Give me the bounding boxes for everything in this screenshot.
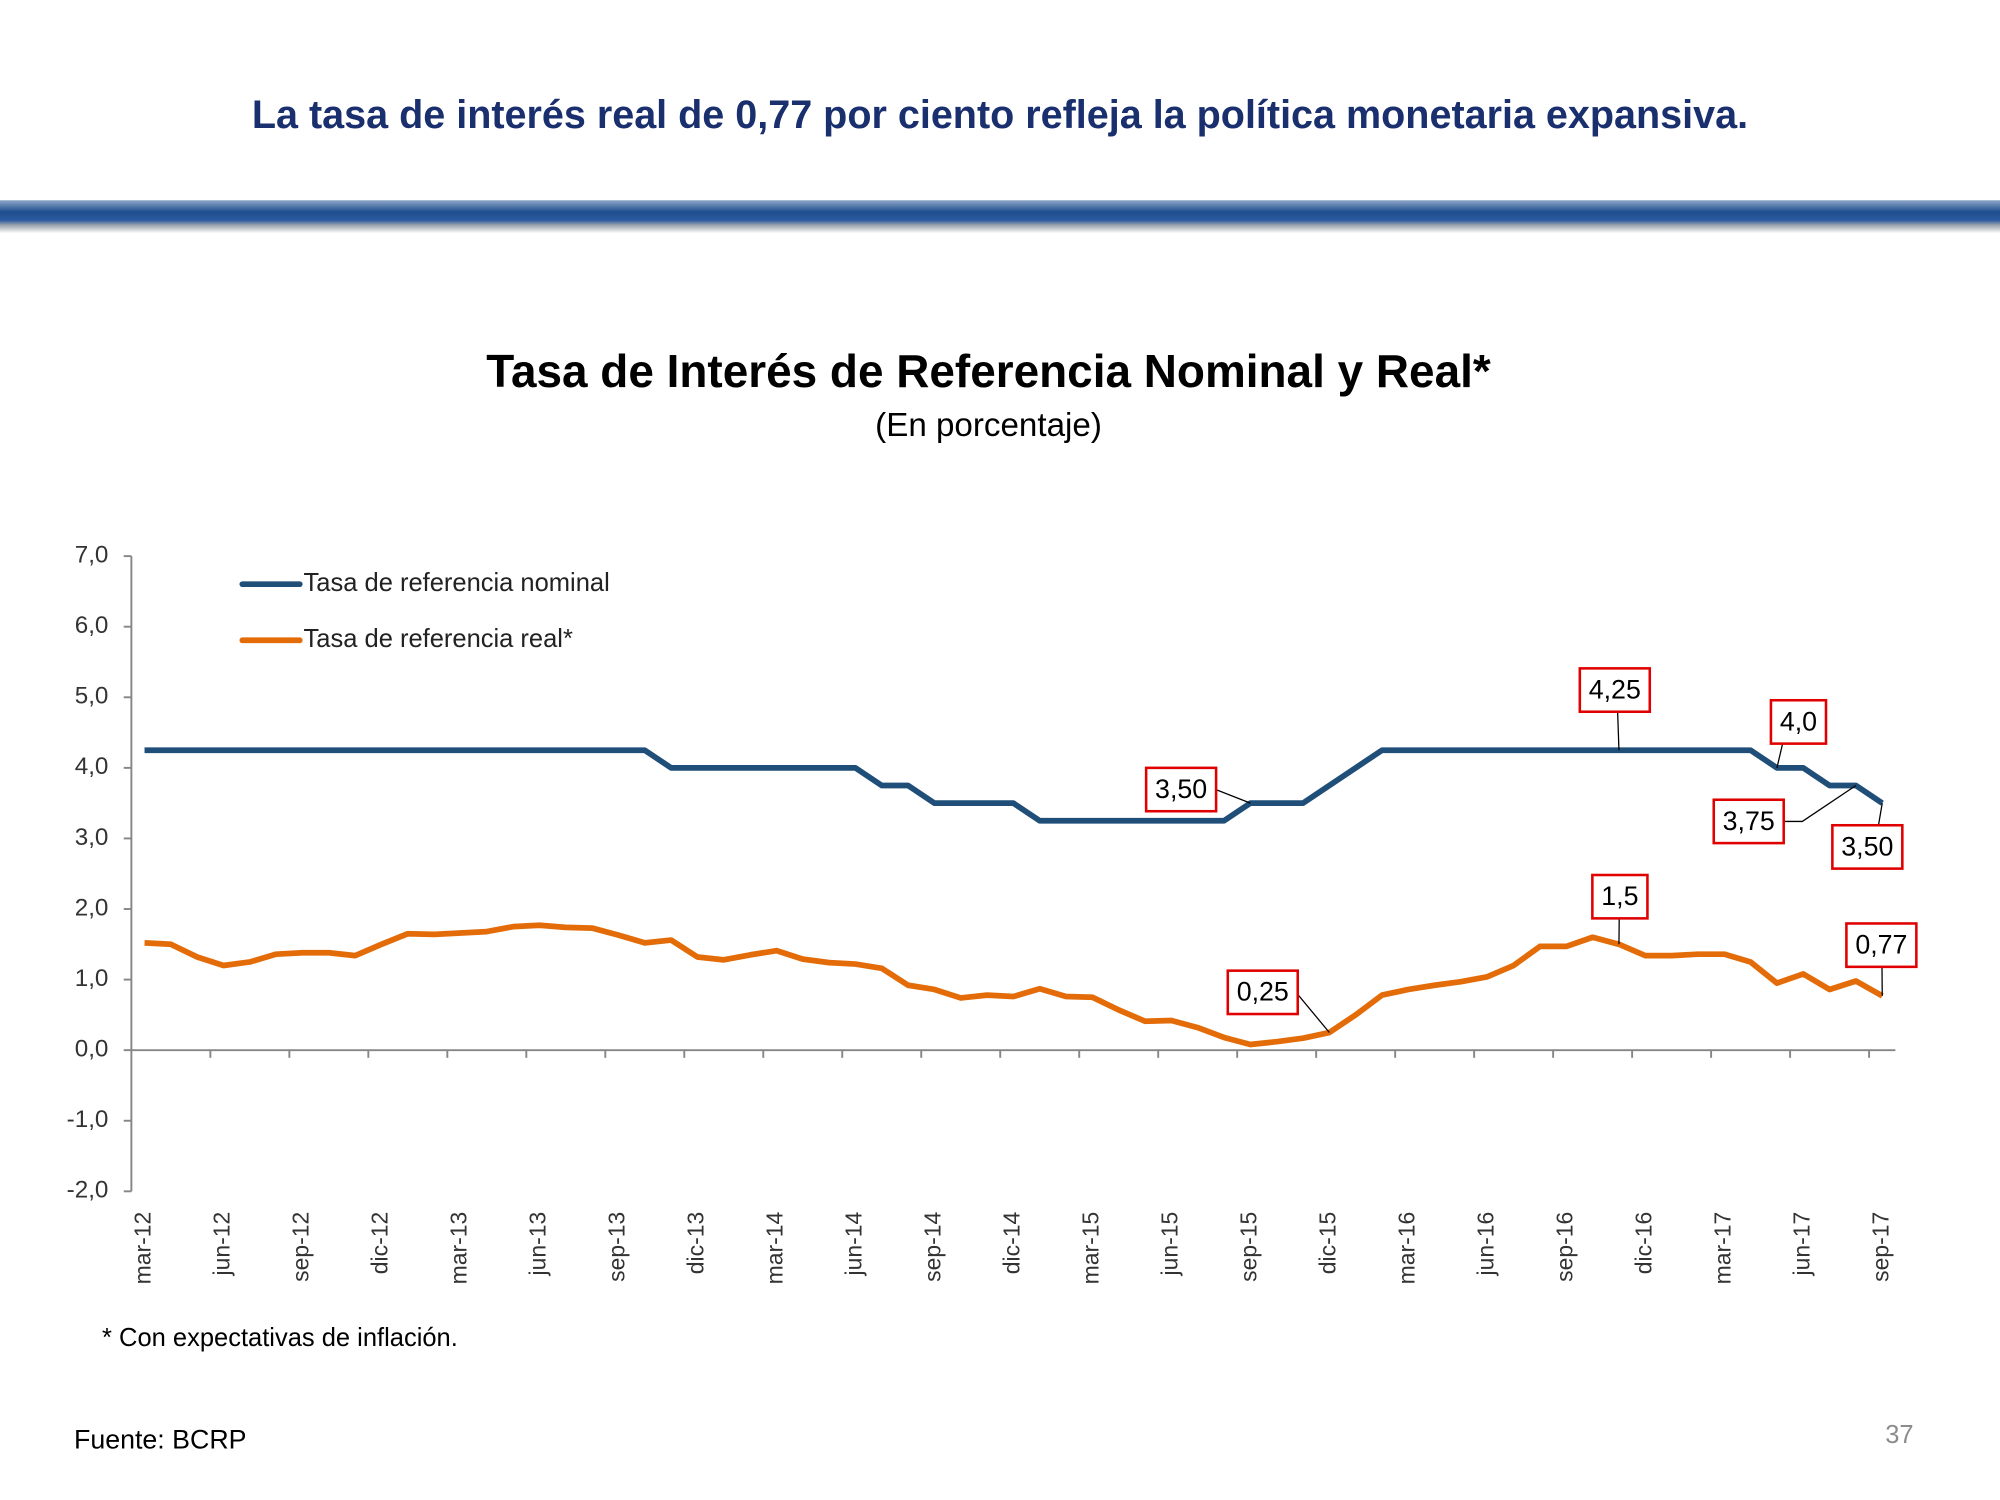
data-label: 4,25 [1589, 674, 1641, 704]
footnote: * Con expectativas de inflación. [102, 1324, 458, 1352]
data-label: 4,0 [1780, 706, 1817, 736]
y-tick-label: 1,0 [75, 965, 109, 992]
y-tick-label: 7,0 [75, 542, 109, 569]
y-tick-label: 6,0 [75, 612, 109, 639]
series-line [144, 747, 1884, 824]
data-label-box [1769, 698, 1828, 745]
x-tick-label: sep-14 [919, 1211, 945, 1281]
source: Fuente: BCRP [74, 1424, 247, 1454]
data-label-box [1578, 667, 1652, 714]
x-tick-label: jun-12 [209, 1212, 235, 1277]
data-label: 0,25 [1237, 977, 1289, 1007]
x-tick-label: sep-12 [288, 1212, 314, 1282]
x-tick-label: jun-13 [525, 1212, 551, 1277]
x-tick-label: sep-16 [1551, 1212, 1577, 1282]
x-tick-label: sep-15 [1235, 1212, 1261, 1282]
x-tick-label: sep-13 [604, 1212, 630, 1282]
x-tick-label: mar-13 [446, 1212, 472, 1285]
y-tick-label: 3,0 [75, 824, 109, 851]
x-tick-label: dic-15 [1314, 1212, 1340, 1274]
slide-header: La tasa de interés real de 0,77 por cien… [252, 93, 1748, 137]
data-label-box [1831, 823, 1904, 870]
data-label: 3,50 [1155, 774, 1207, 804]
y-tick-label: -1,0 [67, 1106, 109, 1133]
x-tick-label: mar-15 [1077, 1212, 1103, 1285]
data-label-box [1226, 969, 1300, 1016]
x-tick-label: dic-13 [683, 1212, 709, 1274]
data-label-box [1144, 766, 1218, 813]
chart-subtitle: (En porcentaje) [875, 407, 1102, 444]
x-tick-label: sep-17 [1867, 1212, 1893, 1282]
x-tick-label: mar-12 [130, 1212, 156, 1285]
x-tick-label: mar-17 [1709, 1212, 1735, 1285]
x-tick-label: dic-16 [1630, 1212, 1656, 1274]
x-tick-label: mar-14 [761, 1211, 787, 1284]
data-label: 1,5 [1601, 881, 1638, 911]
y-tick-label: 4,0 [75, 753, 109, 780]
y-tick-label: 5,0 [75, 683, 109, 710]
data-label: 3,50 [1841, 831, 1893, 861]
data-label-box [1845, 922, 1918, 969]
series-line [144, 922, 1884, 1048]
x-tick-label: jun-16 [1472, 1212, 1498, 1277]
x-tick-label: mar-16 [1393, 1212, 1419, 1285]
data-label-box [1591, 873, 1649, 920]
page-number: 37 [1885, 1421, 1913, 1449]
data-label-box [1712, 798, 1785, 845]
legend-label: Tasa de referencia real* [304, 625, 573, 653]
x-tick-label: jun-14 [840, 1211, 866, 1276]
header-bar [0, 200, 2000, 234]
y-tick-label: 0,0 [75, 1036, 109, 1063]
data-label: 3,75 [1723, 806, 1775, 836]
legend-label: Tasa de referencia nominal [304, 569, 610, 597]
x-tick-label: jun-15 [1156, 1212, 1182, 1277]
x-tick-label: dic-14 [998, 1212, 1024, 1275]
x-tick-label: jun-17 [1788, 1212, 1814, 1277]
x-tick-label: dic-12 [367, 1212, 393, 1274]
y-tick-label: -2,0 [67, 1177, 109, 1204]
chart-title: Tasa de Interés de Referencia Nominal y … [486, 345, 1491, 397]
y-tick-label: 2,0 [75, 894, 109, 921]
data-label: 0,77 [1855, 930, 1907, 960]
